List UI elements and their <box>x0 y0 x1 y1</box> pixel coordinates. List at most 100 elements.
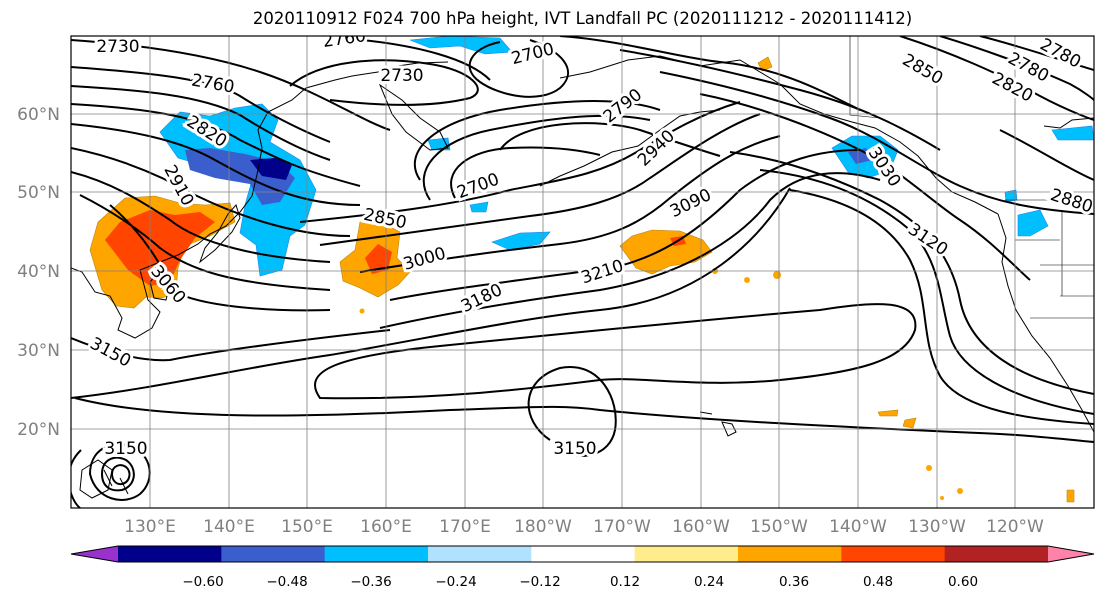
lon-label: 140°E <box>203 517 255 537</box>
ivt-positive-region <box>619 229 713 275</box>
colorbar-boxes <box>70 545 1095 563</box>
colorbar-tick-label: −0.48 <box>266 574 307 590</box>
asia-coastline <box>71 61 449 339</box>
lat-label: 30°N <box>17 341 60 361</box>
height-contour <box>619 49 941 151</box>
height-contour <box>789 189 1094 425</box>
height-contour <box>88 443 151 501</box>
ivt-positive-speck <box>773 271 781 279</box>
gulf-coastline <box>1043 117 1094 129</box>
height-contour <box>999 129 1094 181</box>
height-contour <box>468 39 570 98</box>
colorbar-outline <box>70 545 1095 563</box>
political-boundaries <box>849 36 1094 319</box>
ivt-positive-speck <box>926 465 932 471</box>
ivt-positive-speck <box>1066 489 1075 503</box>
longitude-labels: 130°E 140°E 150°E 160°E 170°E 180°W 170°… <box>124 517 1044 537</box>
lon-label: 180°W <box>514 517 572 537</box>
ivt-negative-region <box>1017 209 1049 237</box>
height-contour <box>699 93 1031 281</box>
state-border <box>1015 210 1094 319</box>
korea-coastline <box>149 267 173 301</box>
height-contour <box>729 151 1094 395</box>
aleutian-coastline <box>539 109 721 187</box>
contour-label: 2850 <box>899 50 946 89</box>
colorbar-tick-label: −0.36 <box>350 574 391 590</box>
height-contour <box>71 123 361 206</box>
height-contour <box>110 464 131 486</box>
colorbar: −0.60 −0.48 −0.36 −0.24 −0.12 0.12 0.24 … <box>70 545 1095 590</box>
chart-title: 2020110912 F024 700 hPa height, IVT Land… <box>252 9 913 28</box>
height-contour <box>71 147 351 237</box>
ivt-positive-speck <box>359 308 365 314</box>
height-contour <box>389 149 861 301</box>
height-contour <box>499 122 721 157</box>
colorbar-box <box>221 546 326 562</box>
height-contour <box>422 114 651 201</box>
colorbar-box <box>118 546 222 562</box>
lon-label: 160°W <box>672 517 730 537</box>
ivt-positive-speck <box>744 277 750 283</box>
ivt-negative-region <box>469 201 489 213</box>
lon-label: 160°E <box>360 517 412 537</box>
lon-label: 170°W <box>593 517 651 537</box>
lon-label: 140°W <box>829 517 887 537</box>
lon-label: 130°E <box>124 517 176 537</box>
height-contour <box>79 194 331 291</box>
colorbar-extend-low <box>71 546 118 562</box>
colorbar-box <box>841 546 946 562</box>
height-contour <box>71 66 331 143</box>
height-contour <box>109 204 331 312</box>
lon-label: 150°W <box>750 517 808 537</box>
colorbar-tick-label: −0.24 <box>435 574 476 590</box>
borneo-coastline <box>79 459 113 499</box>
north-america-coastline <box>997 213 1094 433</box>
ivt-negative-region <box>491 231 551 251</box>
contour-label: 3000 <box>401 244 448 275</box>
height-contour <box>413 99 661 181</box>
lon-label: 130°W <box>908 517 966 537</box>
colorbar-tick-label: −0.60 <box>182 574 223 590</box>
contour-label: 3150 <box>104 439 147 459</box>
ivt-positive-core <box>365 244 392 274</box>
lon-label: 120°W <box>986 517 1044 537</box>
colorbar-tick-label: 0.24 <box>694 574 724 590</box>
height-contour <box>299 101 741 223</box>
contour-label: 3210 <box>579 256 626 288</box>
height-contour <box>71 187 791 399</box>
height-contour <box>450 146 601 199</box>
ivt-negative-core <box>250 158 292 180</box>
ivt-negative-region <box>1051 125 1094 141</box>
contour-label: 2790 <box>600 85 646 127</box>
height-contour <box>71 449 82 508</box>
height-contours <box>71 36 1094 508</box>
colorbar-tick-label: 0.60 <box>948 574 978 590</box>
height-contour <box>74 397 1094 443</box>
height-contour <box>71 103 361 187</box>
map-frame <box>70 35 1095 509</box>
height-contour <box>71 39 391 131</box>
philippines-coastline <box>103 469 129 495</box>
lat-label: 20°N <box>17 420 60 440</box>
height-contour <box>289 59 479 106</box>
kamchatka-coastline <box>378 83 449 151</box>
colorbar-tick-label: −0.12 <box>519 574 560 590</box>
colorbar-box <box>428 546 532 562</box>
height-contour <box>319 113 761 246</box>
height-contour <box>100 456 135 492</box>
lon-label: 150°E <box>281 517 333 537</box>
height-contour <box>359 135 781 273</box>
contour-label: 2730 <box>96 37 139 57</box>
height-contour <box>314 303 917 400</box>
height-contour <box>71 329 391 362</box>
colorbar-extend-high <box>1048 546 1094 562</box>
height-contour <box>899 36 1094 121</box>
map-content: 2730 2760 2730 2700 2760 2820 2910 3060 … <box>71 36 1094 508</box>
height-contour <box>339 37 491 81</box>
height-contour <box>559 36 861 111</box>
height-contour <box>659 71 1094 215</box>
latitude-labels: 60°N 50°N 40°N 30°N 20°N <box>17 105 60 440</box>
contour-label: 3090 <box>667 185 715 222</box>
height-contour <box>759 169 1094 415</box>
ivt-positive-speck <box>940 496 944 500</box>
